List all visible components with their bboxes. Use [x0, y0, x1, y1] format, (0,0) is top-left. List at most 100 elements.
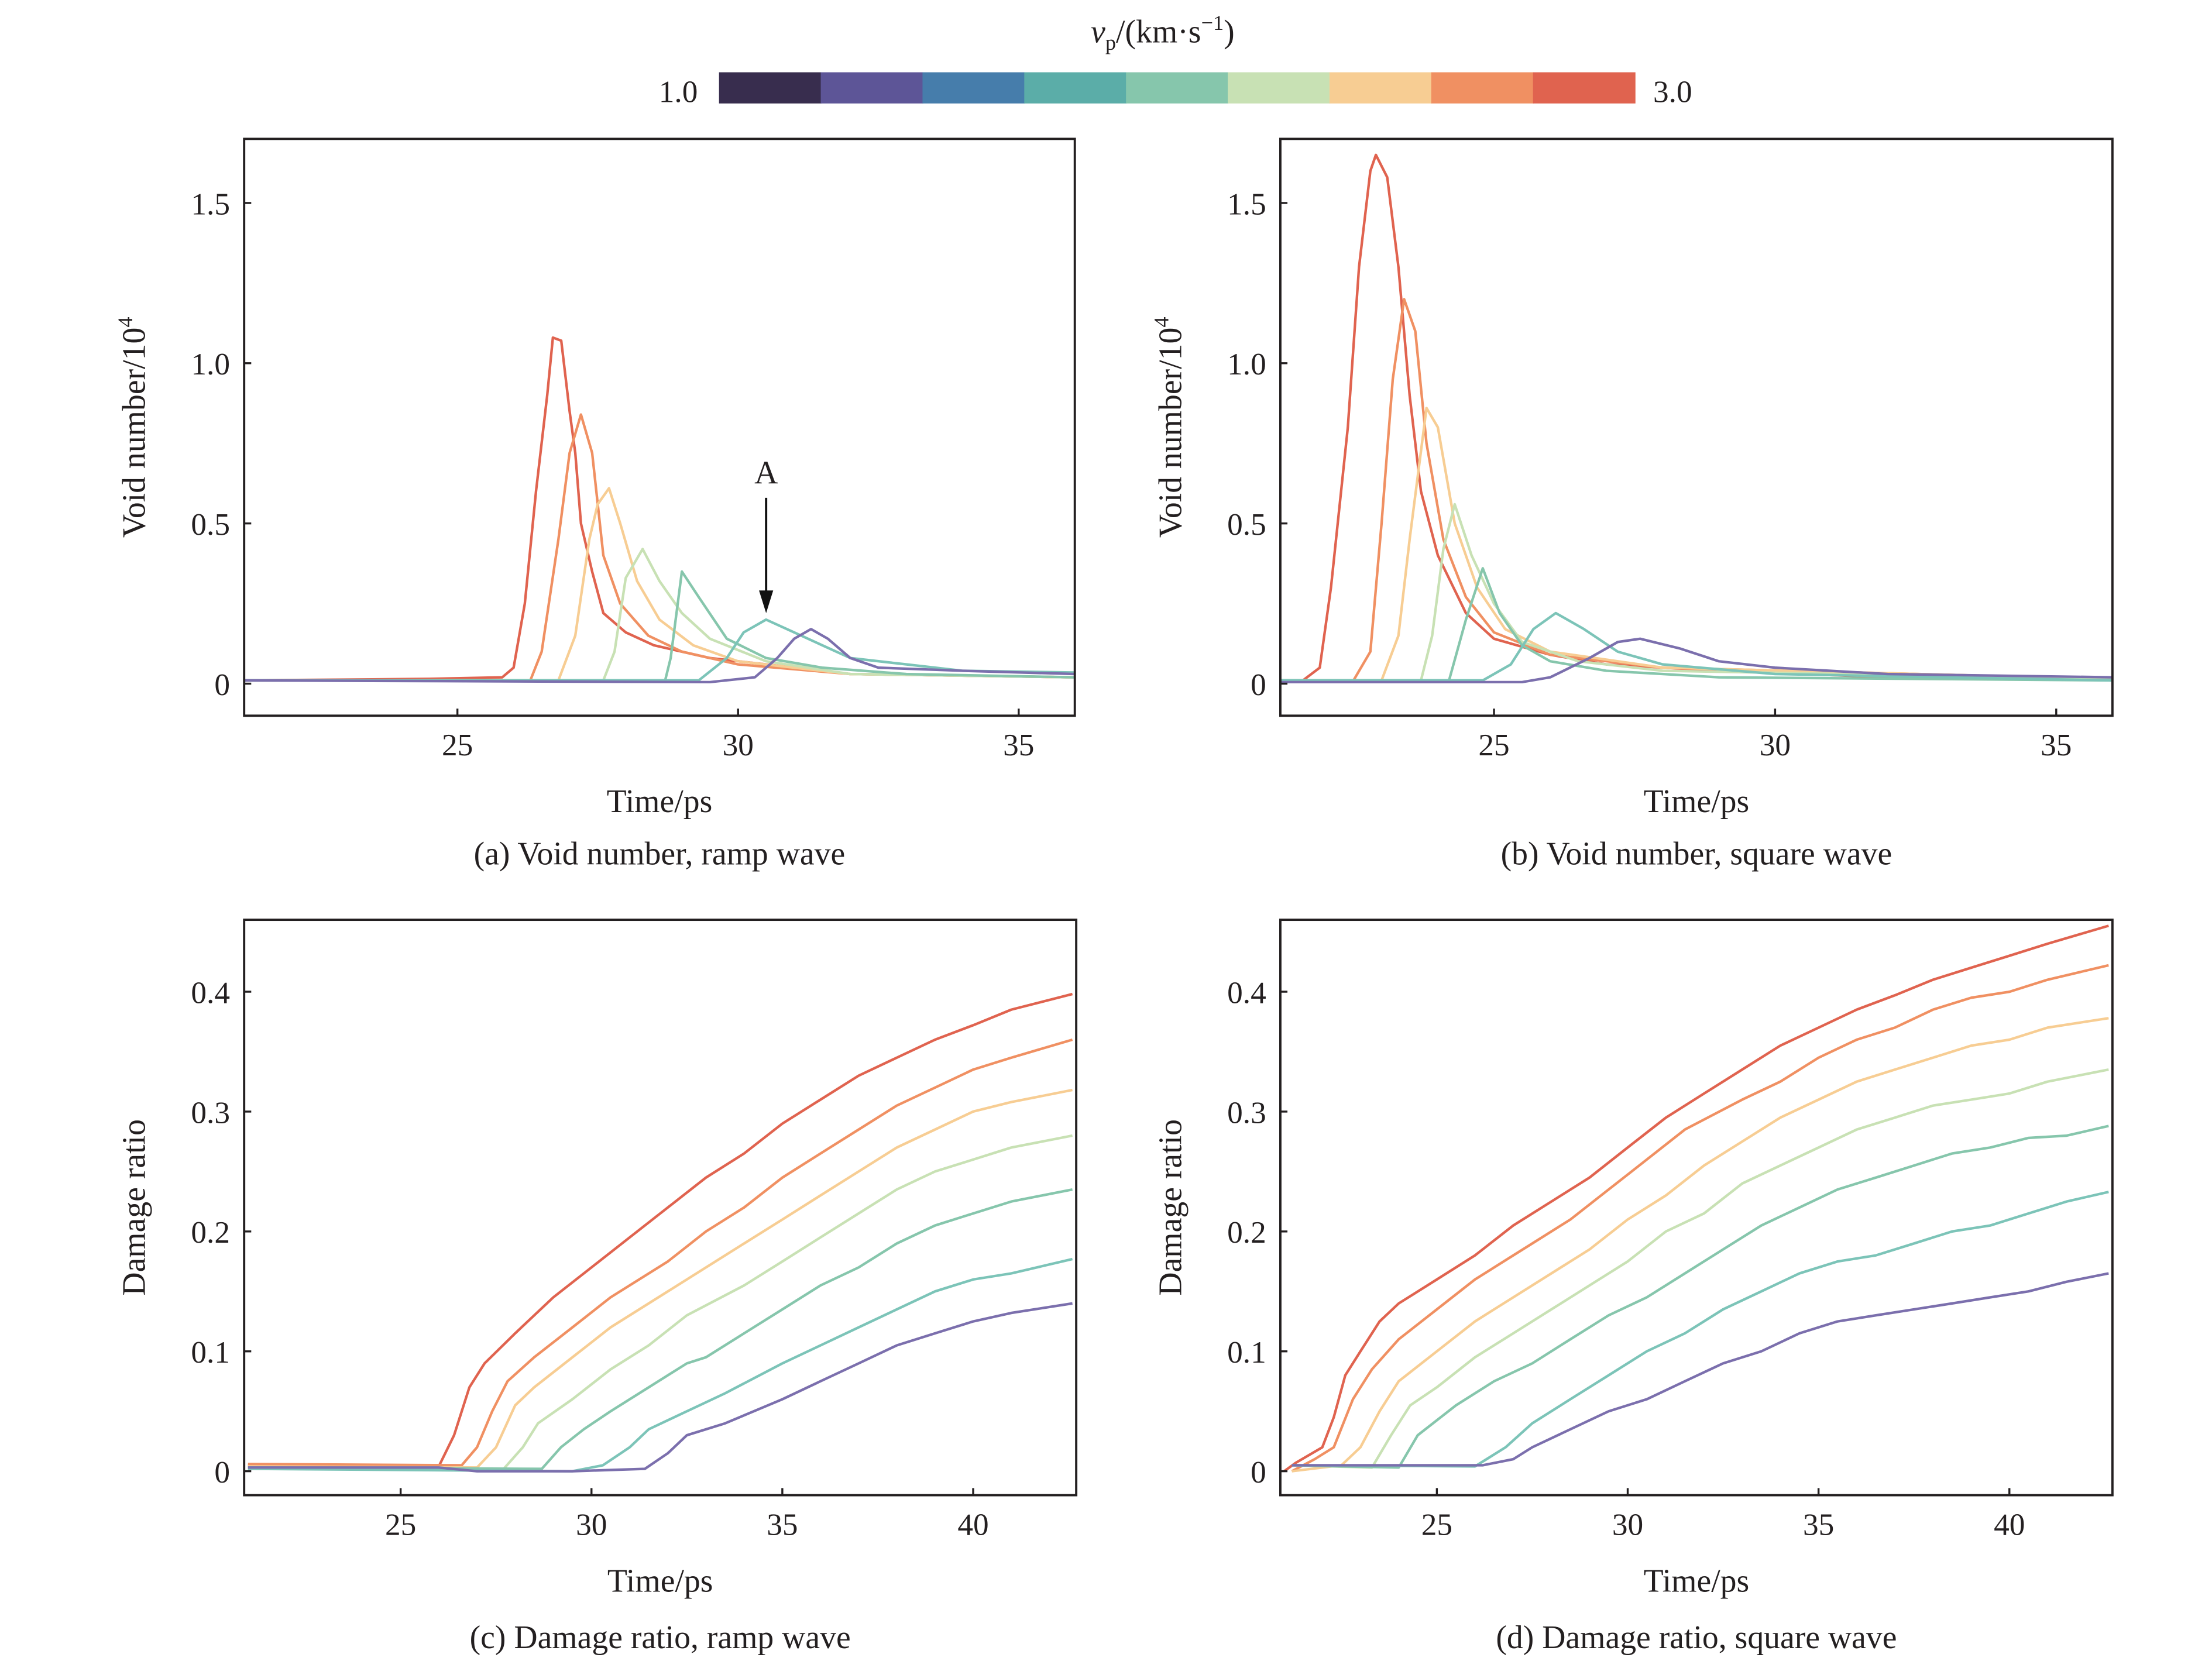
plot-frame	[243, 137, 1076, 717]
panel-caption: (a) Void number, ramp wave	[474, 836, 846, 872]
series-line	[248, 1038, 1073, 1467]
y-axis-label-text: Damage ratio	[1152, 1119, 1189, 1296]
y-tick-label: 1.5	[191, 187, 230, 221]
y-tick-label: 0	[1251, 1455, 1266, 1490]
x-axis-label: Time/ps	[1644, 1563, 1750, 1599]
chart-panel: 25 30 35 0 0.5 1.0 1.5 Time/ps Void number/104 (a…	[114, 137, 1076, 872]
series-line	[1291, 964, 2109, 1473]
series-group	[244, 336, 1075, 684]
series-line	[1292, 1124, 2109, 1469]
x-tick-label: 25	[1478, 728, 1509, 762]
chart-panel: 25 30 35 40 0 0.1 0.2 0.3 0.4 Time/ps Damage ratio…	[116, 919, 1078, 1656]
colorbar-swatches	[719, 72, 1636, 104]
x-axis-label: Time/ps	[607, 1563, 713, 1599]
x-axis-label: Time/ps	[607, 783, 713, 820]
colorbar-swatch	[1431, 72, 1534, 104]
series-line	[1280, 298, 2113, 682]
x-tick-label: 40	[1994, 1507, 2025, 1542]
colorbar-swatch	[1329, 72, 1433, 104]
annotation-label: A	[754, 455, 778, 491]
y-axis-label-sup: 4	[114, 317, 137, 328]
series-line	[244, 487, 1075, 682]
series-line	[244, 548, 1075, 682]
series-line	[1280, 567, 2113, 682]
x-axis-label: Time/ps	[1644, 783, 1750, 820]
y-tick-label: 0.3	[1227, 1095, 1266, 1130]
series-line	[1283, 924, 2109, 1473]
colorbar-title-unit: /(km·s	[1116, 14, 1201, 50]
series-line	[1292, 1068, 2109, 1469]
series-line	[1292, 1191, 2109, 1468]
y-tick-label: 1.0	[191, 347, 230, 381]
x-tick-label: 30	[1760, 728, 1791, 762]
colorbar-max-label: 3.0	[1653, 74, 1692, 109]
colorbar-title-close: )	[1224, 14, 1235, 50]
y-tick-label: 0.1	[191, 1335, 230, 1370]
y-tick-label: 0	[214, 1455, 230, 1490]
colorbar-swatch	[1533, 72, 1636, 104]
x-tick-label: 30	[1612, 1507, 1643, 1542]
y-axis-label: Damage ratio	[116, 1119, 153, 1296]
series-line	[244, 628, 1075, 684]
series-line	[1292, 1017, 2109, 1473]
y-tick-label: 1.0	[1227, 347, 1266, 381]
y-tick-label: 0	[1251, 668, 1266, 702]
y-tick-label: 0.1	[1227, 1335, 1266, 1370]
colorbar-min-label: 1.0	[659, 74, 698, 109]
series-line	[1280, 407, 2113, 682]
series-line	[1280, 153, 2113, 682]
y-axis-label: Damage ratio	[1152, 1119, 1189, 1296]
x-tick-label: 25	[442, 728, 473, 762]
series-line	[1280, 503, 2113, 682]
series-group	[248, 992, 1073, 1473]
series-line	[1292, 1272, 2109, 1467]
series-line	[248, 1257, 1073, 1473]
y-tick-label: 0.5	[191, 507, 230, 542]
x-tick-label: 30	[723, 728, 754, 762]
y-axis-label-text: Void number/10	[1152, 328, 1189, 538]
series-group	[1280, 153, 2113, 684]
y-axis-label: Void number/104	[1150, 317, 1189, 538]
series-line	[248, 1134, 1073, 1470]
plot-frame	[1279, 137, 2114, 717]
colorbar-title-symbol: v	[1091, 14, 1105, 50]
y-tick-label: 0	[214, 668, 230, 702]
series-line	[244, 570, 1075, 682]
panel-caption: (b) Void number, square wave	[1501, 836, 1892, 872]
series-line	[248, 1088, 1073, 1469]
series-line	[244, 413, 1075, 682]
y-tick-label: 0.5	[1227, 507, 1266, 542]
plot-frame	[1279, 919, 2114, 1497]
series-group	[1283, 924, 2109, 1473]
series-line	[248, 992, 1073, 1468]
series-line	[248, 1302, 1073, 1473]
series-line	[248, 1188, 1073, 1470]
colorbar-swatch	[820, 72, 923, 104]
colorbar-title-sub: p	[1105, 31, 1116, 54]
y-axis-label-text: Damage ratio	[116, 1119, 153, 1296]
x-tick-label: 35	[1003, 728, 1034, 762]
series-line	[1280, 611, 2113, 682]
y-tick-label: 0.2	[1227, 1215, 1266, 1250]
series-line	[1280, 637, 2113, 684]
colorbar-title: vp/(km·s−1)	[1091, 11, 1235, 54]
colorbar-swatch	[1024, 72, 1127, 104]
chart-panel: 25 30 35 0 0.5 1.0 1.5 Time/ps Void number/104 (b…	[1150, 137, 2114, 872]
x-tick-label: 25	[385, 1507, 416, 1542]
y-axis-label-text: Void number/10	[116, 328, 153, 538]
colorbar-swatch	[922, 72, 1025, 104]
x-tick-label: 40	[957, 1507, 988, 1542]
colorbar-title-exp: −1	[1201, 11, 1224, 35]
y-axis-label: Void number/104	[114, 317, 153, 538]
x-tick-label: 35	[1803, 1507, 1834, 1542]
x-tick-label: 35	[2041, 728, 2072, 762]
chart-panel: 25 30 35 40 0 0.1 0.2 0.3 0.4 Time/ps Damage ratio…	[1152, 919, 2114, 1656]
series-line	[244, 618, 1075, 682]
x-tick-label: 30	[576, 1507, 607, 1542]
y-tick-label: 0.4	[191, 975, 230, 1010]
y-axis-label-sup: 4	[1150, 317, 1173, 328]
series-line	[244, 336, 1075, 682]
arrow-down-icon	[759, 590, 774, 614]
